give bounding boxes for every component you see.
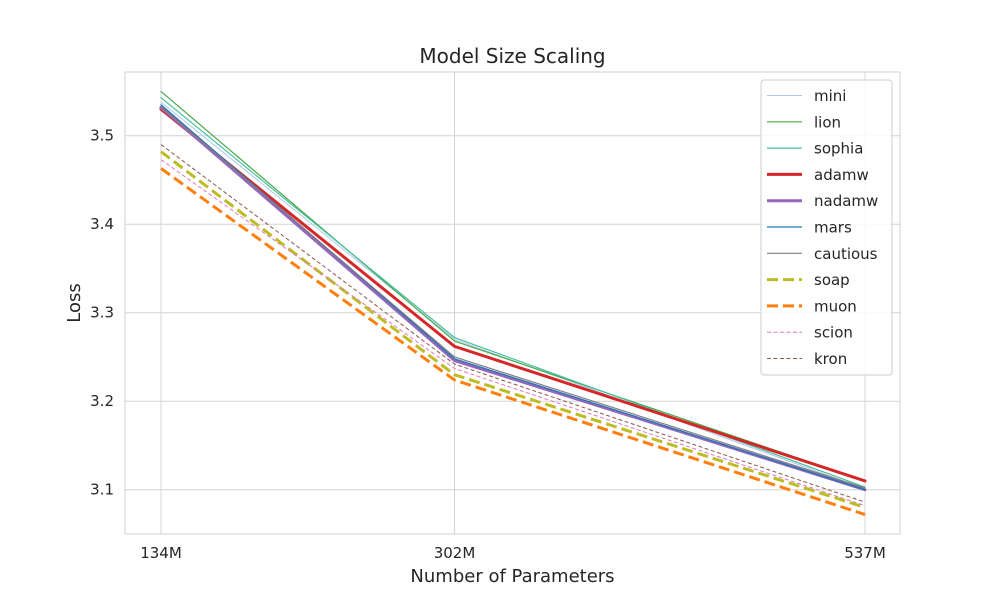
legend-label-sophia: sophia (814, 140, 863, 158)
legend-label-cautious: cautious (814, 245, 878, 263)
x-tick-label: 302M (434, 544, 476, 562)
legend-label-nadamw: nadamw (814, 192, 878, 210)
legend: mini lion sophia adamw nadamw mars cautious soa… (760, 79, 893, 376)
x-tick-label: 537M (844, 544, 886, 562)
x-tick-label: 134M (140, 544, 182, 562)
series-line-cautious (160, 105, 866, 489)
legend-box (760, 79, 893, 376)
chart-title: Model Size Scaling (419, 44, 605, 68)
series-line-soap (160, 150, 866, 509)
legend-label-kron: kron (814, 350, 847, 368)
legend-label-mars: mars (814, 219, 852, 237)
legend-label-muon: muon (814, 297, 857, 315)
series-line-adamw (159, 107, 867, 483)
y-tick-label: 3.4 (90, 215, 114, 233)
x-axis-label: Number of Parameters (410, 566, 614, 587)
y-tick-label: 3.3 (90, 304, 114, 322)
series-line-mini (160, 101, 866, 490)
y-axis-ticks: 3.1 3.2 3.3 3.4 3.5 (90, 127, 114, 499)
legend-label-scion: scion (814, 324, 853, 342)
y-axis-label: Loss (64, 283, 85, 322)
legend-label-soap: soap (814, 271, 850, 289)
legend-label-mini: mini (814, 87, 846, 105)
x-axis-ticks: 134M 302M 537M (140, 544, 886, 562)
series-line-kron (160, 144, 866, 503)
y-tick-label: 3.1 (90, 481, 114, 499)
legend-label-adamw: adamw (814, 166, 869, 184)
series-line-lion (160, 90, 866, 482)
y-tick-label: 3.2 (90, 392, 114, 410)
series-line-scion (160, 159, 866, 507)
series-lines (159, 90, 867, 516)
plot-frame (124, 71, 901, 535)
legend-label-lion: lion (814, 113, 841, 131)
series-line-muon (160, 167, 866, 516)
y-tick-label: 3.5 (90, 127, 114, 145)
